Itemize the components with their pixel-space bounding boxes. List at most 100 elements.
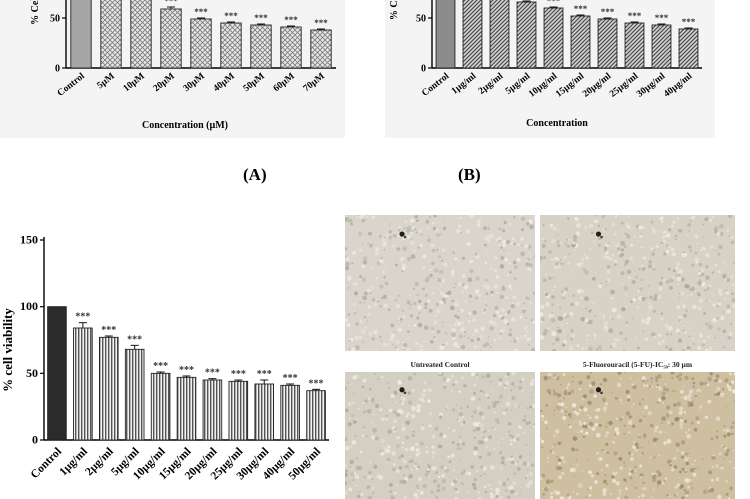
cell-speck — [485, 373, 491, 379]
cell-speck — [527, 344, 530, 346]
cell-speck — [708, 346, 713, 351]
cell-speck — [563, 391, 568, 396]
cell-speck — [456, 321, 462, 326]
cell-speck — [600, 282, 603, 285]
cell-speck — [389, 482, 393, 487]
cell-speck — [435, 228, 439, 232]
cell-speck — [550, 313, 555, 318]
cell-speck — [394, 263, 398, 267]
cell-speck — [395, 412, 401, 417]
cell-speck — [726, 229, 729, 232]
cell-speck — [665, 395, 667, 397]
cell-speck — [523, 426, 526, 429]
cell-speck — [588, 486, 593, 490]
cell-speck — [640, 446, 643, 449]
cell-speck — [649, 423, 654, 428]
cell-speck — [393, 430, 396, 433]
cell-speck — [514, 260, 518, 263]
cell-speck — [467, 277, 472, 282]
cell-speck — [627, 420, 633, 425]
cell-speck — [655, 245, 659, 248]
cell-speck — [692, 381, 696, 385]
cell-speck — [603, 255, 608, 259]
cell-speck — [522, 431, 526, 435]
cell-speck — [530, 255, 535, 260]
cell-speck — [585, 338, 589, 342]
cell-speck — [503, 250, 505, 252]
cell-speck — [355, 456, 359, 460]
cell-speck — [581, 305, 583, 307]
cell-speck — [506, 322, 510, 326]
cell-speck — [610, 289, 615, 295]
cell-speck — [490, 290, 494, 295]
cell-speck — [603, 325, 608, 330]
cell-speck — [611, 222, 615, 226]
chart-b: 050Control1µg/ml2µg/ml5µg/ml***10µg/ml**… — [385, 0, 715, 138]
cell-speck — [379, 408, 383, 412]
cell-speck — [692, 421, 694, 423]
cell-speck — [439, 270, 444, 275]
cell-speck — [354, 345, 360, 350]
cell-speck — [345, 257, 350, 262]
cell-speck — [642, 256, 646, 260]
micrograph-background — [540, 215, 735, 351]
cell-speck — [382, 271, 385, 274]
cell-speck — [405, 420, 411, 426]
cell-speck — [457, 310, 460, 312]
cell-speck — [682, 413, 684, 415]
cell-speck — [666, 494, 669, 497]
cell-speck — [345, 445, 350, 451]
cell-speck — [506, 372, 510, 376]
cell-speck — [689, 249, 693, 252]
cell-speck — [523, 415, 527, 418]
cell-speck — [720, 316, 725, 321]
cell-speck — [707, 376, 713, 382]
cell-speck — [526, 296, 530, 300]
cell-speck — [491, 341, 493, 344]
cell-speck — [651, 456, 655, 460]
cell-speck — [395, 469, 400, 473]
cell-speck — [531, 429, 533, 431]
cell-speck — [603, 449, 605, 451]
cell-speck — [545, 273, 548, 276]
cell-speck — [669, 278, 674, 283]
cell-speck — [395, 339, 400, 344]
cell-speck — [630, 377, 632, 380]
cell-speck — [677, 338, 683, 343]
cell-speck — [474, 224, 476, 227]
cell-speck — [407, 391, 411, 395]
cell-speck — [708, 322, 711, 325]
cell-speck — [430, 327, 434, 331]
cell-speck — [522, 418, 525, 422]
cell-speck — [503, 319, 509, 324]
cell-speck — [591, 381, 596, 386]
cell-speck — [500, 264, 504, 268]
caption-b: (B) — [458, 165, 481, 184]
cell-speck — [355, 466, 360, 471]
cell-speck — [563, 255, 567, 259]
cell-speck — [380, 339, 383, 342]
cell-speck — [696, 468, 698, 470]
cell-speck — [361, 385, 365, 389]
cell-speck — [648, 304, 653, 310]
cell-speck — [650, 377, 653, 380]
cell-speck — [490, 267, 493, 270]
cell-speck — [415, 448, 420, 452]
cell-speck — [387, 445, 391, 449]
cell-speck — [386, 449, 391, 454]
cell-speck — [540, 409, 543, 413]
cell-speck — [582, 394, 587, 399]
cell-speck — [451, 390, 453, 392]
cell-speck — [640, 285, 642, 287]
cell-speck — [543, 278, 547, 282]
cell-speck — [617, 372, 622, 375]
cell-speck — [728, 383, 732, 386]
cell-speck — [397, 327, 402, 332]
cell-speck — [484, 300, 487, 303]
cell-speck — [363, 302, 366, 304]
cell-speck — [727, 309, 731, 314]
cell-speck — [352, 479, 355, 481]
cell-speck — [409, 218, 415, 224]
cell-speck — [403, 474, 405, 476]
cell-speck — [599, 457, 603, 461]
